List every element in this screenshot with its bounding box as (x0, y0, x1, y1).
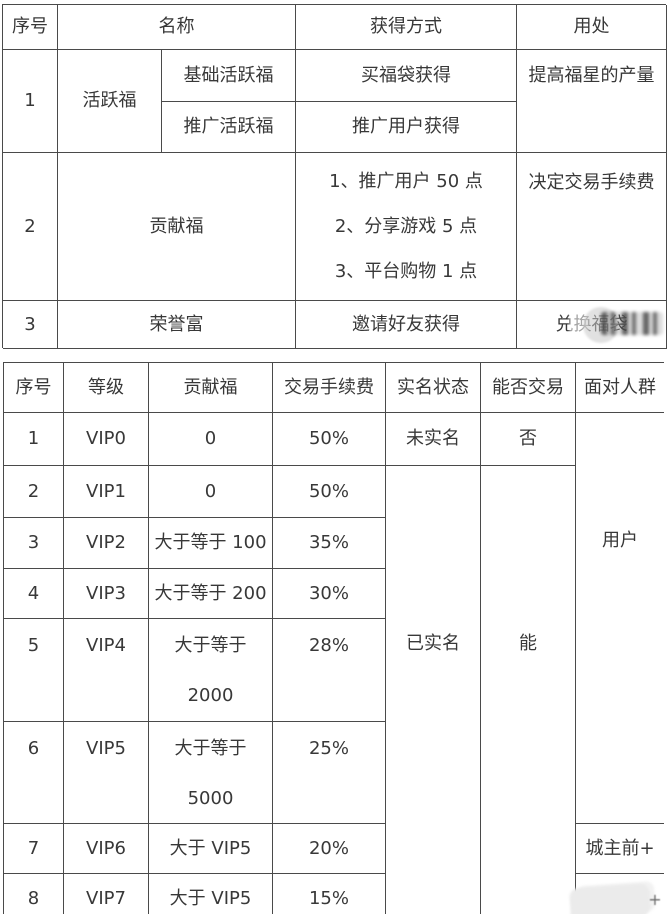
t2-row-contribution: 大于 VIP5 (149, 874, 273, 914)
t1-row2-how-item: 1、推广用户 50 点 (329, 171, 483, 192)
t2-audience-censored: + (568, 874, 664, 914)
t2-row-level: VIP1 (64, 466, 149, 518)
t2-row-level: VIP0 (64, 413, 149, 466)
t2-row-contribution: 大于等于 100 (149, 518, 273, 569)
t2-row-num: 8 (4, 874, 64, 914)
t2-realname-verified: 已实名 (386, 466, 481, 914)
t1-row1-sub2-how: 推广用户获得 (296, 102, 517, 153)
censor-glyph-remnant: + (648, 890, 662, 909)
t1-row2-num: 2 (3, 153, 58, 301)
t2-row-fee: 28% (273, 619, 386, 722)
t1-row2-how-item: 3、平台购物 1 点 (334, 261, 478, 282)
t2-row-level: VIP4 (64, 619, 149, 722)
fortune-overview-table: 序号 名称 获得方式 用处 1 活跃福 基础活跃福 买福袋获得 提高福星的产量 … (2, 4, 667, 349)
t1-row3-how: 邀请好友获得 (296, 301, 517, 349)
t2-realname-unverified: 未实名 (386, 413, 481, 466)
t2-row-contribution: 0 (149, 466, 273, 518)
t2-trade-no: 否 (481, 413, 576, 466)
t1-row2-how-list: 1、推广用户 50 点 2、分享游戏 5 点 3、平台购物 1 点 (296, 153, 517, 301)
t2-row-contribution: 大于等于 2000 (149, 619, 273, 722)
t1-row3-use: 兑换福袋 (517, 301, 667, 349)
t2-row-fee: 30% (273, 569, 386, 619)
t2-row-fee: 20% (273, 824, 386, 874)
t2-row-fee: 50% (273, 413, 386, 466)
t1-row1-sub1-how: 买福袋获得 (296, 50, 517, 102)
t1-header-index: 序号 (3, 5, 58, 50)
t2-header-index: 序号 (4, 363, 64, 413)
t2-header-level: 等级 (64, 363, 149, 413)
t2-row-contribution: 大于 VIP5 (149, 824, 273, 874)
t1-header-how: 获得方式 (296, 5, 517, 50)
t2-audience-mayor: 城主前+ (576, 824, 664, 874)
t1-row3-name: 荣誉富 (58, 301, 296, 349)
t2-row-level: VIP6 (64, 824, 149, 874)
t2-row-level: VIP5 (64, 722, 149, 824)
t1-row1-use: 提高福星的产量 (517, 50, 667, 153)
t2-row-num: 5 (4, 619, 64, 722)
t2-row-fee: 15% (273, 874, 386, 914)
t2-header-audience: 面对人群 (576, 363, 664, 413)
t2-row-num: 1 (4, 413, 64, 466)
censor-blur-patch (568, 883, 652, 914)
t1-row3-use-text: 兑换福袋 (555, 313, 628, 335)
t1-header-name: 名称 (58, 5, 296, 50)
t1-header-use: 用处 (517, 5, 667, 50)
t2-audience-user: 用户 (576, 413, 664, 824)
t2-header-fee: 交易手续费 (273, 363, 386, 413)
t2-row-contribution: 大于等于 5000 (149, 722, 273, 824)
t1-row2-name: 贡献福 (58, 153, 296, 301)
t1-row1-num: 1 (3, 50, 58, 153)
t1-row1-sub1-name: 基础活跃福 (162, 50, 296, 102)
t1-row3-num: 3 (3, 301, 58, 349)
t1-row1-sub2-name: 推广活跃福 (162, 102, 296, 153)
t2-row-num: 4 (4, 569, 64, 619)
t1-row2-how-item: 2、分享游戏 5 点 (334, 216, 478, 237)
t2-row-level: VIP7 (64, 874, 149, 914)
t2-row-level: VIP3 (64, 569, 149, 619)
t2-header-cantrade: 能否交易 (481, 363, 576, 413)
t2-header-contribution: 贡献福 (149, 363, 273, 413)
t1-row2-use: 决定交易手续费 (517, 153, 667, 301)
t1-row1-group: 活跃福 (58, 50, 162, 153)
t2-row-contribution: 0 (149, 413, 273, 466)
t2-row-num: 2 (4, 466, 64, 518)
t2-row-fee: 25% (273, 722, 386, 824)
vip-level-table: 序号 等级 贡献福 交易手续费 实名状态 能否交易 面对人群 1 VIP0 0 … (3, 362, 664, 914)
t2-trade-yes: 能 (481, 466, 576, 914)
t2-row-num: 6 (4, 722, 64, 824)
t2-row-level: VIP2 (64, 518, 149, 569)
t2-row-contribution: 大于等于 200 (149, 569, 273, 619)
t2-row-num: 3 (4, 518, 64, 569)
t2-row-fee: 35% (273, 518, 386, 569)
t2-row-fee: 50% (273, 466, 386, 518)
t2-row-num: 7 (4, 824, 64, 874)
t2-header-realname: 实名状态 (386, 363, 481, 413)
